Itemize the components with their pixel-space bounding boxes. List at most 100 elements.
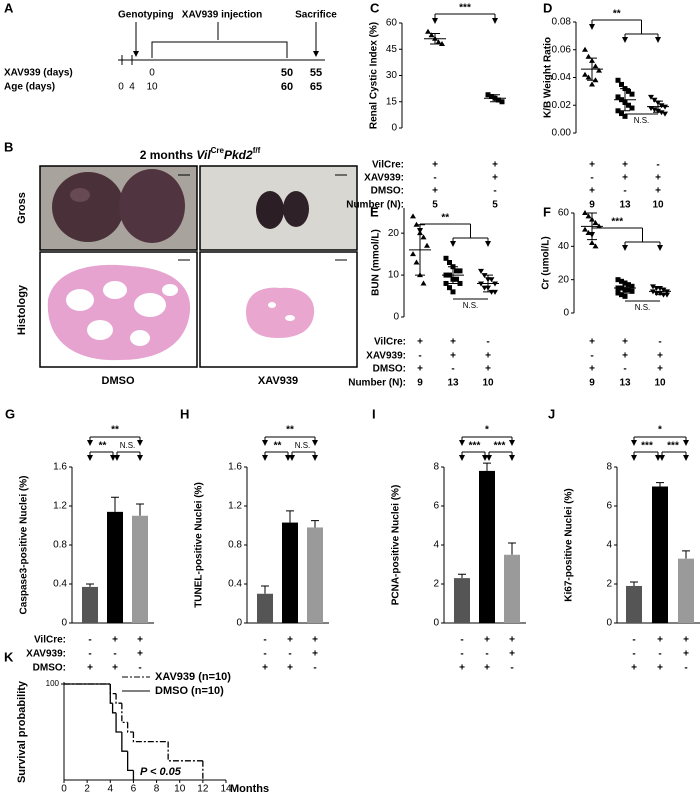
data-point <box>582 210 588 215</box>
condition-value: + <box>287 663 293 674</box>
survival-step <box>167 741 203 762</box>
y-axis-label: Renal Cystic Index (%) <box>369 22 380 129</box>
row-label: XAV939 (days) <box>4 68 73 79</box>
significance: *** <box>667 441 679 452</box>
panel-letter: K <box>4 649 14 664</box>
y-axis-label: Survival probability <box>16 680 28 783</box>
significance: ** <box>613 9 621 20</box>
y-tick-label: 1.6 <box>228 462 242 473</box>
data-point <box>424 242 430 248</box>
significance: *** <box>611 217 623 228</box>
condition-value: + <box>509 635 515 646</box>
y-tick-label: 1.2 <box>228 501 242 512</box>
panel-letter: G <box>5 406 15 421</box>
data-point <box>615 77 621 83</box>
row-value: 50 <box>281 67 293 79</box>
data-point <box>410 251 416 257</box>
condition-value: - <box>460 649 463 660</box>
x-tick-label: 0 <box>61 784 67 794</box>
data-point <box>425 28 431 34</box>
bar <box>107 511 123 623</box>
y-tick-label: 20 <box>388 228 400 239</box>
condition-value: + <box>492 173 498 184</box>
condition-value: + <box>622 160 628 171</box>
data-point <box>485 92 491 98</box>
condition-value: - <box>485 649 488 660</box>
data-point <box>499 99 505 105</box>
survival-step <box>121 703 128 724</box>
data-point <box>420 280 427 286</box>
condition-value: + <box>485 364 491 375</box>
significance: *** <box>494 441 506 452</box>
bar <box>282 522 298 623</box>
bar <box>678 558 694 623</box>
row-value: 65 <box>310 81 322 93</box>
sd-bar <box>587 57 597 81</box>
y-tick-label: 100 <box>46 679 60 688</box>
condition-value: + <box>459 663 465 674</box>
condition-value: + <box>484 663 490 674</box>
condition-value: + <box>655 186 661 197</box>
significance: * <box>658 425 662 436</box>
condition-value: - <box>632 635 635 646</box>
panel-letter: F <box>543 204 551 219</box>
n-value: 9 <box>589 378 595 389</box>
condition-value: - <box>590 173 593 184</box>
row-label: Histology <box>16 284 28 335</box>
data-point <box>619 111 624 117</box>
data-point <box>615 94 621 100</box>
x-tick-label: 6 <box>131 784 137 794</box>
y-tick-label: 0 <box>236 618 242 629</box>
y-axis-label: Cr (umol/L) <box>541 236 552 289</box>
data-point <box>648 94 654 100</box>
condition-value: + <box>87 663 93 674</box>
y-tick-label: 0 <box>433 618 439 629</box>
y-tick-label: 0.4 <box>228 579 242 590</box>
y-axis-label: Ki67-positive Nuclei (%) <box>564 488 575 601</box>
survival-step <box>109 684 117 695</box>
data-point <box>592 220 599 225</box>
y-tick-label: 1.6 <box>53 462 67 473</box>
condition-label: XAV939: <box>366 351 406 362</box>
data-point <box>447 285 452 291</box>
survival-step <box>132 732 169 743</box>
data-point <box>664 292 670 298</box>
condition-value: - <box>632 649 635 660</box>
x-tick-label: 2 <box>84 784 90 794</box>
survival-step <box>109 684 113 704</box>
significance: ** <box>111 425 119 436</box>
x-tick-label: 8 <box>154 784 160 794</box>
bar <box>652 486 668 623</box>
condition-value: + <box>657 351 663 362</box>
condition-value: - <box>138 663 141 674</box>
bar <box>479 470 495 623</box>
data-point <box>457 280 463 286</box>
sd-bar <box>430 33 440 45</box>
condition-value: - <box>623 186 626 197</box>
bar <box>454 578 470 623</box>
y-tick-label: 4 <box>606 540 612 551</box>
data-point <box>629 105 635 111</box>
survival-step <box>111 703 117 714</box>
condition-value: + <box>492 160 498 171</box>
condition-value: + <box>417 364 423 375</box>
condition-value: - <box>113 649 116 660</box>
error-bar <box>261 585 269 594</box>
condition-label: VilCre: <box>374 337 406 348</box>
error-bar <box>286 510 294 523</box>
error-bar <box>458 573 466 579</box>
data-point <box>478 268 484 274</box>
y-tick-label: 8 <box>606 462 612 473</box>
row-label: Gross <box>16 192 28 224</box>
data-point <box>585 74 592 80</box>
significance: ** <box>99 441 107 452</box>
data-point <box>447 260 452 265</box>
y-tick-label: 0 <box>393 312 399 323</box>
data-point <box>410 213 416 219</box>
n-value: 10 <box>482 378 494 389</box>
y-axis-label: K/B Weight Ratio <box>543 37 554 118</box>
condition-value: + <box>137 635 143 646</box>
histology-xav939-photo <box>199 251 358 368</box>
legend-label: XAV939 (n=10) <box>155 671 231 683</box>
condition-value: - <box>288 649 291 660</box>
